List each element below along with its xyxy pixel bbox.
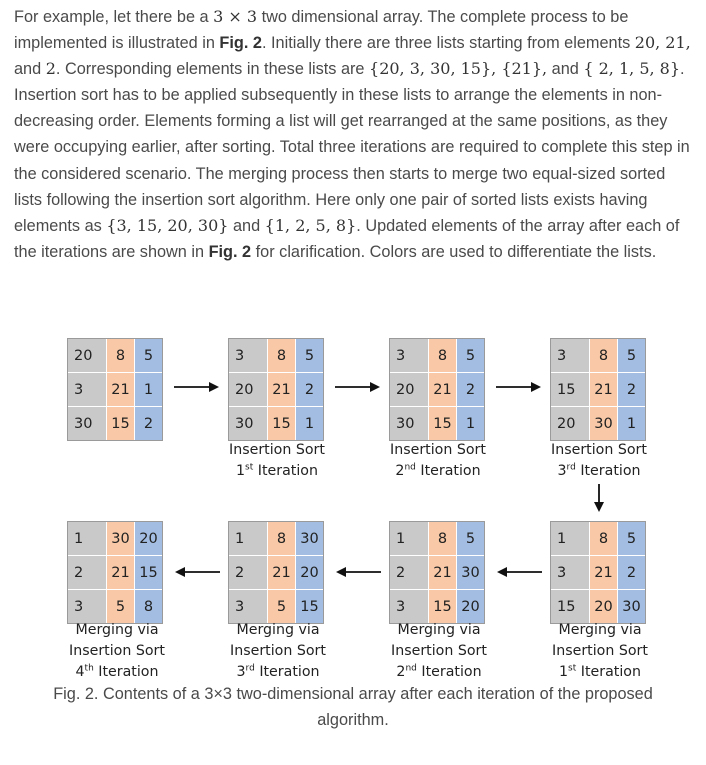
array-cell: 21	[268, 556, 295, 589]
caption-merge-iter-3: Merging via Insertion Sort 3rd Iteration	[230, 622, 326, 680]
array-cell: 3	[68, 590, 106, 623]
array-cell: 5	[268, 590, 295, 623]
array-cell: 15	[429, 407, 456, 440]
caption-insertion-iter-3: Insertion Sort 3rd Iteration	[551, 442, 647, 479]
array-cell: 30	[229, 407, 267, 440]
array-cell: 8	[590, 522, 617, 555]
array-cell: 5	[618, 339, 645, 372]
array-cell: 30	[457, 556, 484, 589]
array-initial: 20 8 5 3 21 1 30 15 2	[67, 338, 163, 441]
array-cell: 5	[296, 339, 323, 372]
array-cell: 8	[268, 522, 295, 555]
array-merge-iter-1: 1 8 5 3 21 2 15 20 30	[550, 521, 646, 624]
array-merge-iter-2: 1 8 5 2 21 30 3 15 20	[389, 521, 485, 624]
array-cell: 5	[618, 522, 645, 555]
arrow-left-icon	[175, 567, 220, 577]
array-cell: 21	[590, 556, 617, 589]
array-cell: 30	[590, 407, 617, 440]
array-cell: 5	[457, 339, 484, 372]
arrow-right-icon	[335, 382, 380, 392]
array-cell: 1	[390, 522, 428, 555]
array-cell: 3	[229, 339, 267, 372]
array-cell: 5	[107, 590, 134, 623]
array-cell: 3	[390, 339, 428, 372]
array-cell: 8	[429, 522, 456, 555]
caption-merge-iter-4: Merging via Insertion Sort 4th Iteration	[69, 622, 165, 680]
array-cell: 20	[229, 373, 267, 406]
array-cell: 8	[590, 339, 617, 372]
array-cell: 15	[296, 590, 323, 623]
array-cell: 20	[296, 556, 323, 589]
array-cell: 2	[618, 556, 645, 589]
array-cell: 3	[68, 373, 106, 406]
array-cell: 3	[390, 590, 428, 623]
array-cell: 1	[68, 522, 106, 555]
array-cell: 2	[229, 556, 267, 589]
array-insertion-iter-1: 3 8 5 20 21 2 30 15 1	[228, 338, 324, 441]
arrow-down-icon	[594, 484, 604, 512]
array-cell: 20	[68, 339, 106, 372]
array-insertion-iter-3: 3 8 5 15 21 2 20 30 1	[550, 338, 646, 441]
array-cell: 3	[551, 556, 589, 589]
array-cell: 20	[390, 373, 428, 406]
array-cell: 20	[590, 590, 617, 623]
array-cell: 2	[68, 556, 106, 589]
caption-insertion-iter-2: Insertion Sort 2nd Iteration	[390, 442, 486, 479]
array-cell: 1	[457, 407, 484, 440]
array-cell: 15	[429, 590, 456, 623]
array-cell: 15	[551, 590, 589, 623]
arrow-right-icon	[496, 382, 541, 392]
arrow-left-icon	[497, 567, 542, 577]
array-cell: 2	[296, 373, 323, 406]
caption-merge-iter-1: Merging via Insertion Sort 1st Iteration	[552, 622, 648, 680]
array-cell: 21	[107, 373, 134, 406]
array-cell: 21	[268, 373, 295, 406]
array-cell: 21	[429, 556, 456, 589]
array-cell: 2	[457, 373, 484, 406]
array-cell: 1	[551, 522, 589, 555]
array-cell: 1	[296, 407, 323, 440]
array-cell: 30	[296, 522, 323, 555]
array-cell: 5	[135, 339, 162, 372]
array-cell: 3	[551, 339, 589, 372]
array-cell: 1	[618, 407, 645, 440]
array-cell: 21	[590, 373, 617, 406]
array-cell: 30	[618, 590, 645, 623]
array-cell: 8	[429, 339, 456, 372]
arrow-left-icon	[336, 567, 381, 577]
array-cell: 2	[390, 556, 428, 589]
array-cell: 21	[429, 373, 456, 406]
array-cell: 30	[68, 407, 106, 440]
figure-reference[interactable]: Fig. 2	[219, 34, 262, 53]
array-cell: 8	[107, 339, 134, 372]
array-merge-iter-3: 1 8 30 2 21 20 3 5 15	[228, 521, 324, 624]
array-cell: 8	[135, 590, 162, 623]
figure-reference[interactable]: Fig. 2	[208, 242, 252, 261]
array-cell: 5	[457, 522, 484, 555]
array-cell: 1	[229, 522, 267, 555]
array-cell: 1	[135, 373, 162, 406]
array-cell: 20	[457, 590, 484, 623]
array-cell: 2	[618, 373, 645, 406]
arrow-right-icon	[174, 382, 219, 392]
array-cell: 15	[135, 556, 162, 589]
caption-merge-iter-2: Merging via Insertion Sort 2nd Iteration	[391, 622, 487, 680]
caption-insertion-iter-1: Insertion Sort 1st Iteration	[229, 442, 325, 479]
array-cell: 21	[107, 556, 134, 589]
array-cell: 30	[390, 407, 428, 440]
figure-caption: Fig. 2. Contents of a 3×3 two-dimensiona…	[53, 685, 653, 729]
array-cell: 15	[107, 407, 134, 440]
array-cell: 30	[107, 522, 134, 555]
array-cell: 3	[229, 590, 267, 623]
array-cell: 8	[268, 339, 295, 372]
array-insertion-iter-2: 3 8 5 20 21 2 30 15 1	[389, 338, 485, 441]
body-paragraph: For example, let there be a 3 × 3 two di…	[14, 7, 691, 261]
array-merge-iter-4: 1 30 20 2 21 15 3 5 8	[67, 521, 163, 624]
array-cell: 2	[135, 407, 162, 440]
array-cell: 20	[551, 407, 589, 440]
array-cell: 15	[268, 407, 295, 440]
array-cell: 20	[135, 522, 162, 555]
array-cell: 15	[551, 373, 589, 406]
